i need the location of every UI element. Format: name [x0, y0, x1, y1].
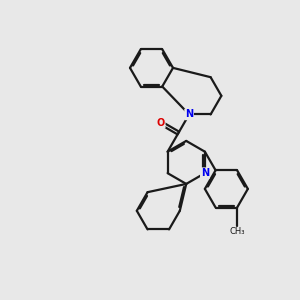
- Text: CH₃: CH₃: [230, 227, 245, 236]
- Text: N: N: [185, 110, 193, 119]
- Text: N: N: [201, 168, 209, 178]
- Text: O: O: [157, 118, 165, 128]
